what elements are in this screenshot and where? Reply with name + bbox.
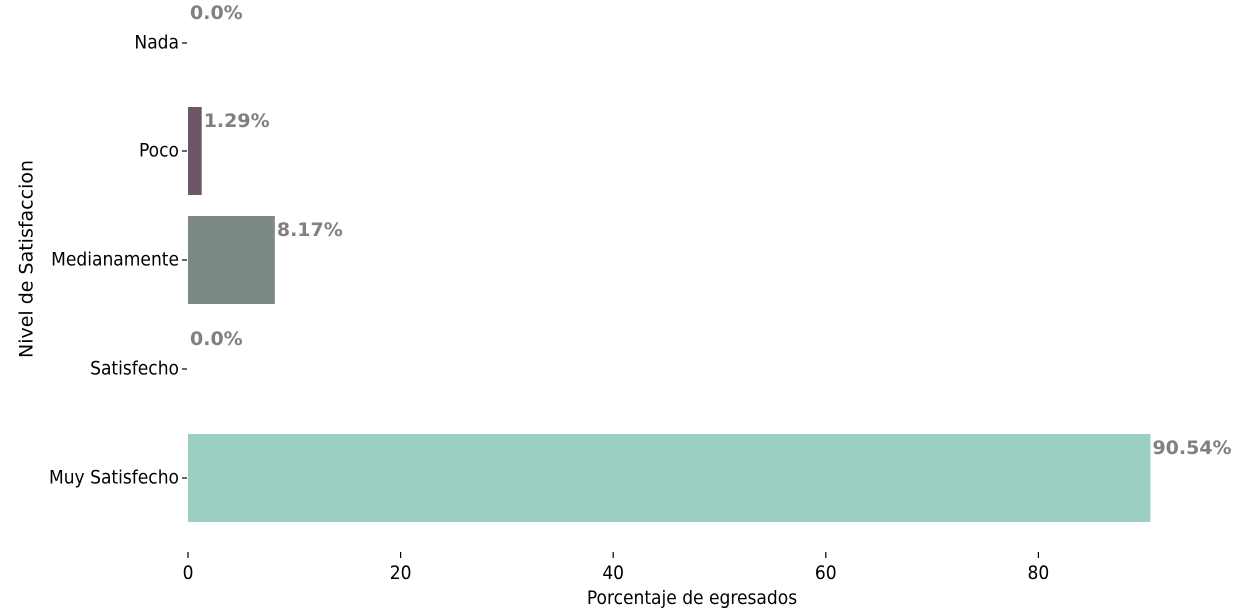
x-tick-label-0: 0 (183, 562, 194, 584)
chart-marks: Nada 0.0% Poco 1.29% Medianamente 8.17% Satisf… (49, 2, 1232, 584)
y-tick-label-muy-satisfecho: Muy Satisfecho (49, 467, 179, 489)
y-tick-label-poco: Poco (139, 140, 179, 162)
x-tick-label-20: 20 (390, 562, 412, 584)
x-tick-label-80: 80 (1028, 562, 1050, 584)
data-label-medianamente: 8.17% (277, 219, 343, 241)
data-label-nada: 0.0% (190, 2, 243, 24)
bar-medianamente (188, 216, 275, 304)
y-axis-title: Nivel de Satisfaccion (16, 160, 38, 358)
x-tick-label-40: 40 (602, 562, 624, 584)
data-label-muy-satisfecho: 90.54% (1152, 437, 1231, 459)
y-tick-label-satisfecho: Satisfecho (90, 358, 179, 380)
y-tick-label-medianamente: Medianamente (51, 249, 179, 271)
bar-poco (188, 107, 202, 195)
x-tick-label-60: 60 (815, 562, 837, 584)
data-label-poco: 1.29% (204, 110, 270, 132)
data-label-satisfecho: 0.0% (190, 328, 243, 350)
x-axis-title: Porcentaje de egresados (587, 587, 797, 609)
bar-muy-satisfecho (188, 434, 1151, 522)
y-tick-label-nada: Nada (134, 32, 179, 54)
